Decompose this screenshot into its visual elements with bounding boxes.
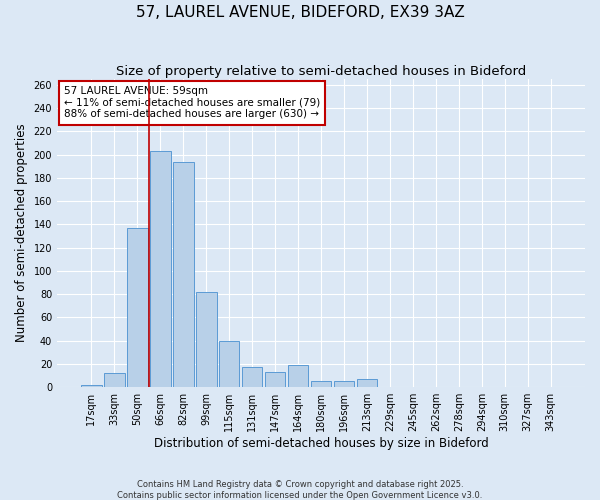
Title: Size of property relative to semi-detached houses in Bideford: Size of property relative to semi-detach…: [116, 65, 526, 78]
Bar: [104, 374, 125, 387]
Bar: [288, 365, 308, 387]
Bar: [81, 385, 102, 387]
Bar: [150, 151, 170, 387]
Text: Contains HM Land Registry data © Crown copyright and database right 2025.
Contai: Contains HM Land Registry data © Crown c…: [118, 480, 482, 500]
Bar: [127, 228, 148, 387]
X-axis label: Distribution of semi-detached houses by size in Bideford: Distribution of semi-detached houses by …: [154, 437, 488, 450]
Text: 57 LAUREL AVENUE: 59sqm
← 11% of semi-detached houses are smaller (79)
88% of se: 57 LAUREL AVENUE: 59sqm ← 11% of semi-de…: [64, 86, 320, 120]
Text: 57, LAUREL AVENUE, BIDEFORD, EX39 3AZ: 57, LAUREL AVENUE, BIDEFORD, EX39 3AZ: [136, 5, 464, 20]
Bar: [196, 292, 217, 387]
Y-axis label: Number of semi-detached properties: Number of semi-detached properties: [15, 124, 28, 342]
Bar: [242, 368, 262, 387]
Bar: [265, 372, 286, 387]
Bar: [311, 382, 331, 387]
Bar: [219, 340, 239, 387]
Bar: [173, 162, 194, 387]
Bar: [334, 382, 355, 387]
Bar: [356, 379, 377, 387]
